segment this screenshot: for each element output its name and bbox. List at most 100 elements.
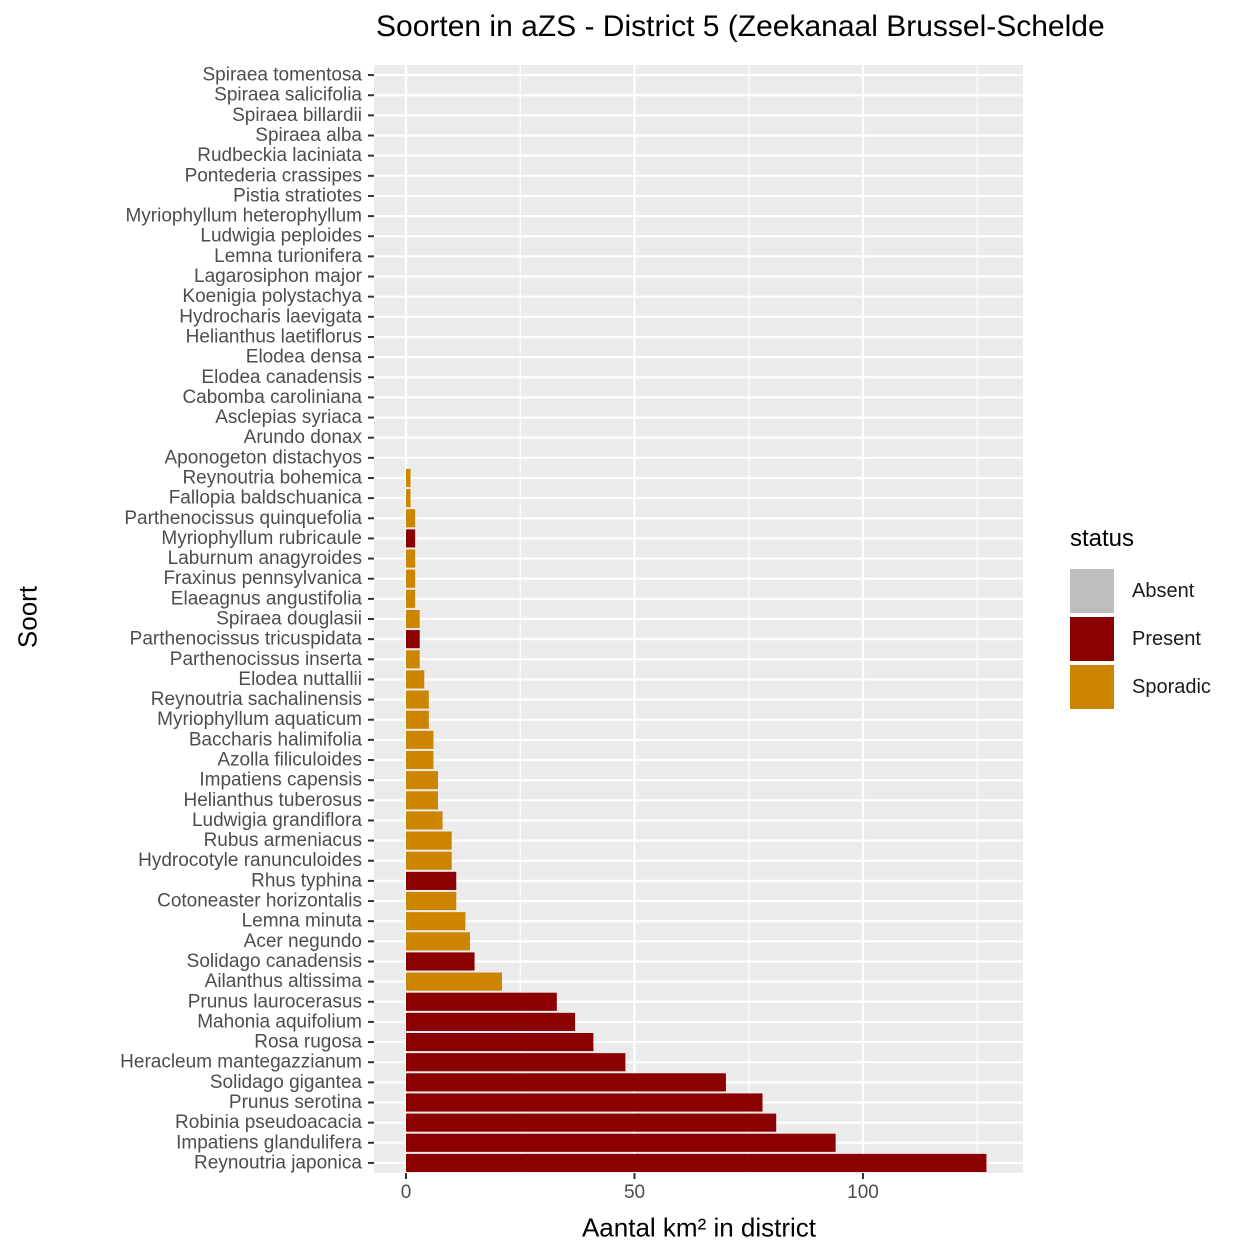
y-tick-label: Helianthus tuberosus — [184, 790, 363, 811]
y-tick-label: Ailanthus altissima — [205, 971, 363, 992]
y-tick-label: Koenigia polystachya — [182, 286, 362, 307]
bar — [405, 952, 475, 971]
bar — [405, 1012, 576, 1031]
x-axis: 0 50 100 — [401, 1173, 879, 1203]
y-tick-label: Asclepias syriaca — [215, 407, 362, 428]
bar — [405, 811, 443, 830]
bar — [405, 650, 420, 669]
y-tick-label: Ludwigia grandiflora — [192, 810, 362, 831]
y-tick-label: Acer negundo — [244, 931, 362, 952]
bar — [405, 831, 452, 850]
bar — [405, 509, 416, 528]
bar — [405, 1073, 726, 1092]
y-tick-label: Lagarosiphon major — [194, 266, 363, 287]
y-tick-label: Elodea densa — [246, 347, 363, 368]
x-tick-label: 100 — [847, 1182, 879, 1203]
y-tick-label: Elaeagnus angustifolia — [171, 588, 363, 609]
y-tick-label: Reynoutria sachalinensis — [151, 689, 362, 710]
legend-item-absent: Absent — [1070, 567, 1211, 615]
y-tick-label: Solidago gigantea — [210, 1072, 363, 1093]
bar — [405, 771, 438, 790]
y-tick-label: Arundo donax — [244, 427, 363, 448]
y-tick-label: Myriophyllum heterophyllum — [125, 206, 362, 227]
legend-swatch-present — [1070, 617, 1114, 661]
y-tick-label: Aponogeton distachyos — [164, 447, 362, 468]
bar — [405, 1113, 777, 1132]
bar — [405, 489, 411, 508]
x-axis-title: Aantal km² in district — [581, 1212, 817, 1243]
bar — [405, 1053, 626, 1072]
y-tick-label: Lemna minuta — [242, 911, 363, 932]
y-tick-label: Rosa rugosa — [254, 1032, 362, 1053]
y-tick-label: Baccharis halimifolia — [189, 729, 363, 750]
bar — [405, 468, 411, 488]
y-tick-label: Rudbeckia laciniata — [197, 145, 362, 166]
y-tick-label: Pistia stratiotes — [233, 185, 362, 206]
bar — [405, 1153, 987, 1172]
y-tick-label: Hydrocotyle ranunculoides — [138, 850, 362, 871]
y-tick-label: Spiraea douglasii — [216, 609, 362, 630]
y-tick-label: Solidago canadensis — [187, 951, 362, 972]
y-tick-label: Spiraea salicifolia — [214, 85, 362, 106]
legend-swatch-absent — [1070, 569, 1114, 613]
y-tick-label: Lemna turionifera — [214, 246, 362, 267]
bar — [405, 730, 434, 749]
y-tick-label: Mahonia aquifolium — [197, 1011, 362, 1032]
legend-label-present: Present — [1132, 627, 1201, 650]
bar — [405, 992, 557, 1011]
legend-label-sporadic: Sporadic — [1132, 675, 1211, 698]
y-tick-label: Rubus armeniacus — [204, 830, 362, 851]
y-tick-label: Helianthus laetiflorus — [186, 326, 362, 347]
y-tick-label: Laburnum anagyroides — [168, 548, 362, 569]
y-tick-label: Reynoutria bohemica — [182, 467, 362, 488]
y-tick-label: Pontederia crassipes — [185, 165, 362, 186]
bar — [405, 549, 416, 568]
y-tick-label: Cotoneaster horizontalis — [157, 891, 362, 912]
y-tick-label: Hydrocharis laevigata — [179, 306, 362, 327]
y-axis-title: Soort — [12, 585, 43, 649]
bar — [405, 589, 416, 608]
y-tick-label: Prunus laurocerasus — [188, 991, 362, 1012]
legend-item-present: Present — [1070, 615, 1211, 663]
bar — [405, 1032, 594, 1052]
y-tick-label: Impatiens capensis — [199, 770, 362, 791]
y-tick-label: Rhus typhina — [251, 870, 362, 891]
legend-item-sporadic: Sporadic — [1070, 663, 1211, 711]
bar — [405, 972, 502, 991]
y-tick-label: Cabomba caroliniana — [182, 387, 362, 408]
y-tick-label: Robinia pseudoacacia — [175, 1112, 362, 1133]
y-tick-label: Spiraea billardii — [232, 105, 362, 126]
bar — [405, 912, 466, 931]
y-tick-label: Parthenocissus quinquefolia — [124, 508, 362, 529]
y-tick-label: Heracleum mantegazzianum — [120, 1052, 362, 1073]
bar — [405, 529, 416, 548]
bar — [405, 1093, 763, 1112]
bar — [405, 851, 452, 870]
y-tick-label: Ludwigia peploides — [200, 226, 362, 247]
bar — [405, 690, 429, 709]
y-tick-label: Fraxinus pennsylvanica — [163, 568, 362, 589]
bar — [405, 630, 420, 649]
bar — [405, 750, 434, 770]
y-tick-label: Spiraea tomentosa — [203, 65, 363, 86]
y-tick-label: Myriophyllum rubricaule — [161, 528, 362, 549]
y-tick-label: Elodea canadensis — [201, 367, 362, 388]
legend-title: status — [1070, 525, 1135, 552]
y-tick-label: Spiraea alba — [255, 125, 362, 146]
y-tick-label: Parthenocissus inserta — [170, 649, 363, 670]
legend: status Absent Present Sporadic — [1070, 525, 1211, 711]
bar — [405, 871, 457, 890]
y-tick-label: Azolla filiculoides — [217, 750, 362, 771]
bar — [405, 710, 429, 729]
bar — [405, 891, 457, 911]
y-tick-label: Reynoutria japonica — [194, 1152, 362, 1173]
x-tick-label: 50 — [624, 1182, 645, 1203]
y-tick-label: Prunus serotina — [229, 1092, 363, 1113]
bars — [405, 468, 987, 1172]
y-tick-label: Impatiens glandulifera — [176, 1132, 362, 1153]
bar — [405, 569, 416, 588]
bar — [405, 791, 438, 810]
y-tick-label: Elodea nuttallii — [238, 669, 362, 690]
